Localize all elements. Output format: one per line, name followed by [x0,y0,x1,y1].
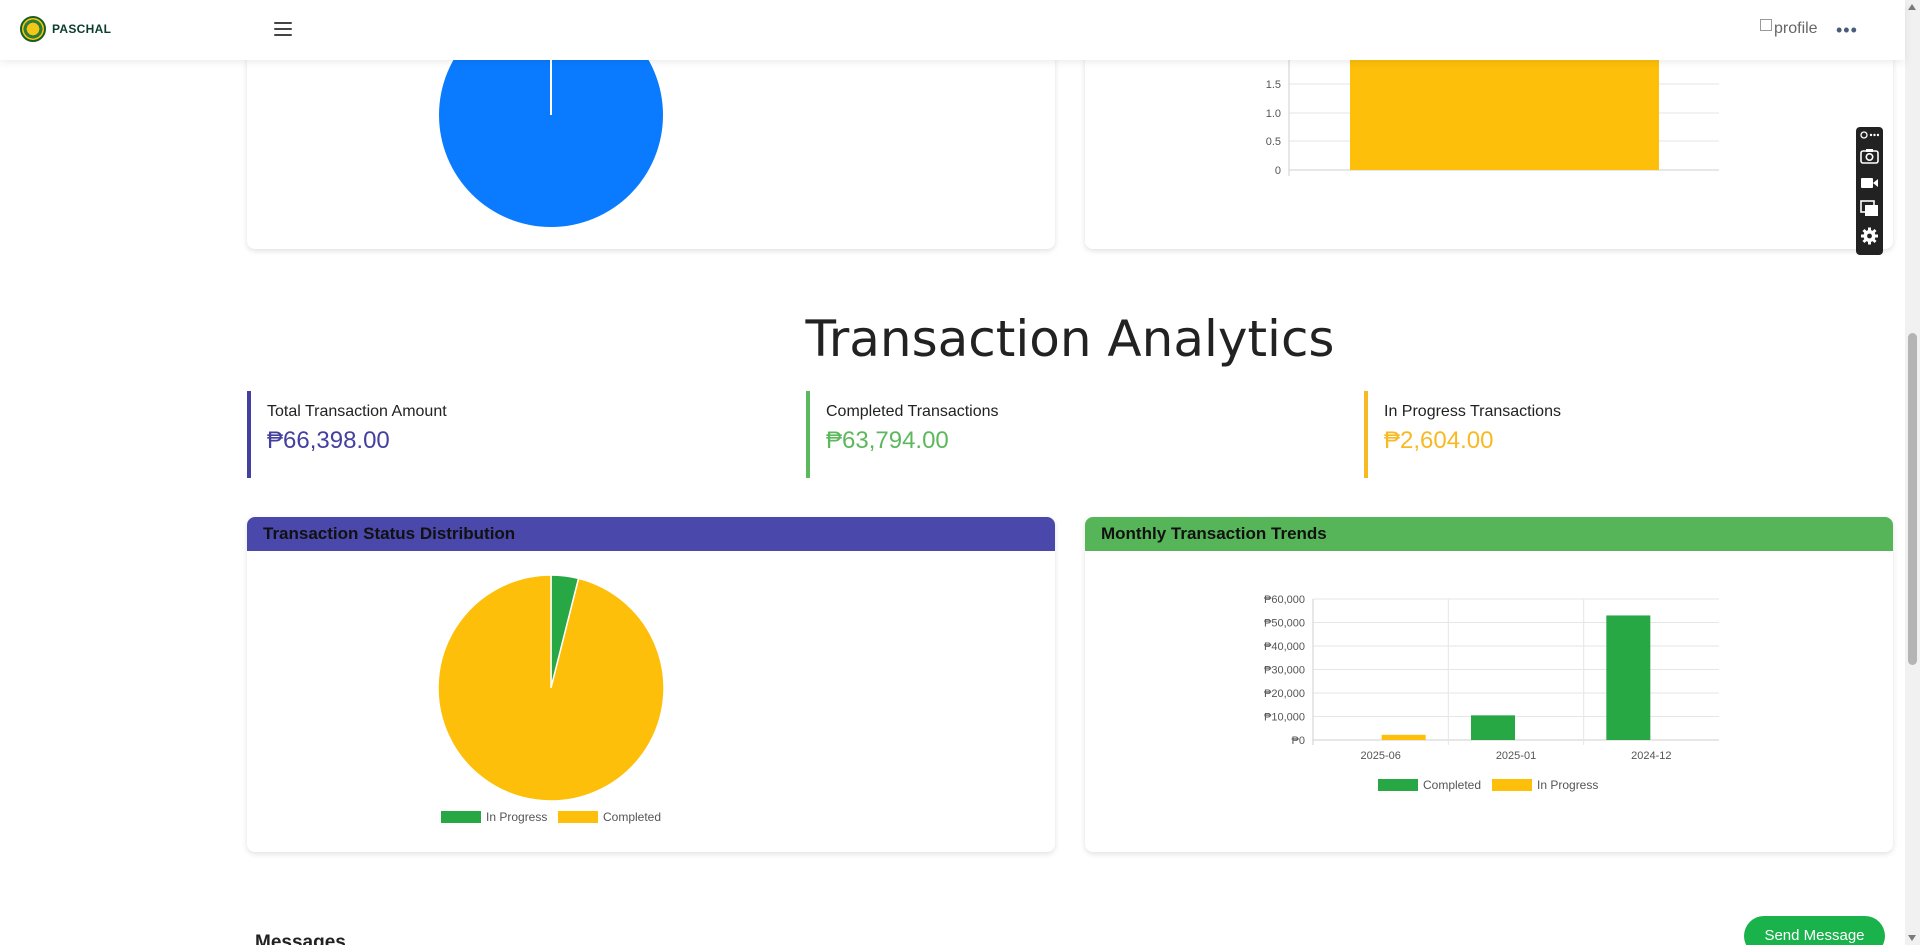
scroll-up-arrow[interactable] [1908,4,1916,10]
bar-completed-2024-12[interactable] [1606,615,1651,740]
legend-swatch-in-progress[interactable] [441,811,481,823]
brand-name: PASCHAL [52,22,112,36]
stat-label: Completed Transactions [826,403,999,420]
x-tick-label: 2025-01 [1496,750,1536,762]
monthly-trends-card: Monthly Transaction Trends ₱60,000 ₱50,00… [1085,517,1893,852]
y-tick-label: 0 [1275,165,1281,177]
legend-swatch-completed[interactable] [558,811,598,823]
y-tick-label: ₱30,000 [1264,665,1305,677]
messages-title: Messages [255,932,346,945]
legend-label-in-progress[interactable]: In Progress [1537,778,1598,792]
legend-swatch-in-progress[interactable] [1492,779,1532,791]
legend-swatch-completed[interactable] [1378,779,1418,791]
stat-total-amount: Total Transaction Amount ₱66,398.00 [247,391,463,478]
legend-label-in-progress[interactable]: In Progress [486,810,547,824]
settings-gear-icon[interactable] [1860,227,1879,245]
top-bar-chart: 1.5 1.0 0.5 0 [1266,40,1719,177]
y-tick-label: 1.0 [1266,108,1281,120]
page-title: Transaction Analytics [805,310,1335,368]
pie-slice-completed[interactable] [437,574,665,802]
chart-bar[interactable] [1350,40,1659,170]
x-tick-label: 2025-06 [1360,750,1400,762]
x-tick-label: 2024-12 [1631,750,1671,762]
camera-icon[interactable] [1860,147,1879,165]
card-title: Transaction Status Distribution [263,524,516,543]
status-pie-chart: In Progress Completed [437,574,665,824]
capture-toolbar [1856,127,1883,255]
legend-label-completed[interactable]: Completed [603,810,661,824]
bar-completed-2025-01[interactable] [1471,715,1515,740]
y-tick-label: 1.5 [1266,79,1281,91]
stat-value: ₱2,604.00 [1384,427,1494,454]
bar-in-progress-2025-06[interactable] [1381,734,1426,740]
copy-screens-icon[interactable] [1860,200,1879,218]
more-options-icon[interactable]: ••• [1836,20,1858,40]
brand-logo [20,16,46,42]
y-tick-label: 0.5 [1266,136,1281,148]
brand[interactable]: PASCHAL [20,16,111,42]
card-title: Monthly Transaction Trends [1101,524,1327,543]
legend-label-completed[interactable]: Completed [1423,778,1481,792]
scroll-down-arrow[interactable] [1908,935,1916,941]
y-tick-label: ₱10,000 [1264,712,1305,724]
stat-value: ₱63,794.00 [826,427,949,454]
broken-image-icon [1760,19,1772,31]
y-tick-label: ₱0 [1292,735,1305,747]
link-more-icon[interactable] [1860,130,1879,140]
send-message-button[interactable]: Send Message [1744,916,1885,945]
y-tick-label: ₱40,000 [1264,641,1305,653]
card-header: Transaction Status Distribution [247,517,1055,551]
stat-completed: Completed Transactions ₱63,794.00 [806,391,1015,478]
scroll-thumb[interactable] [1908,333,1917,665]
status-distribution-card: Transaction Status Distribution In Progr… [247,517,1055,852]
top-navbar: PASCHAL profile ••• [0,0,1905,60]
card-header: Monthly Transaction Trends [1085,517,1893,551]
stat-label: In Progress Transactions [1384,403,1561,420]
stat-in-progress: In Progress Transactions ₱2,604.00 [1364,391,1577,478]
stat-value: ₱66,398.00 [267,427,390,454]
y-tick-label: ₱60,000 [1264,594,1305,606]
page-scrollbar[interactable] [1905,0,1920,945]
profile-alt-text: profile [1774,20,1818,37]
menu-toggle-icon[interactable] [274,22,292,36]
stat-label: Total Transaction Amount [267,403,447,420]
video-camera-icon[interactable] [1860,174,1879,192]
y-tick-label: ₱20,000 [1264,688,1305,700]
monthly-bar-chart: ₱60,000 ₱50,000 ₱40,000 ₱30,000 ₱20,000 ₱10,0… [1264,594,1719,792]
profile-avatar[interactable]: profile [1760,19,1818,38]
y-tick-label: ₱50,000 [1264,618,1305,630]
